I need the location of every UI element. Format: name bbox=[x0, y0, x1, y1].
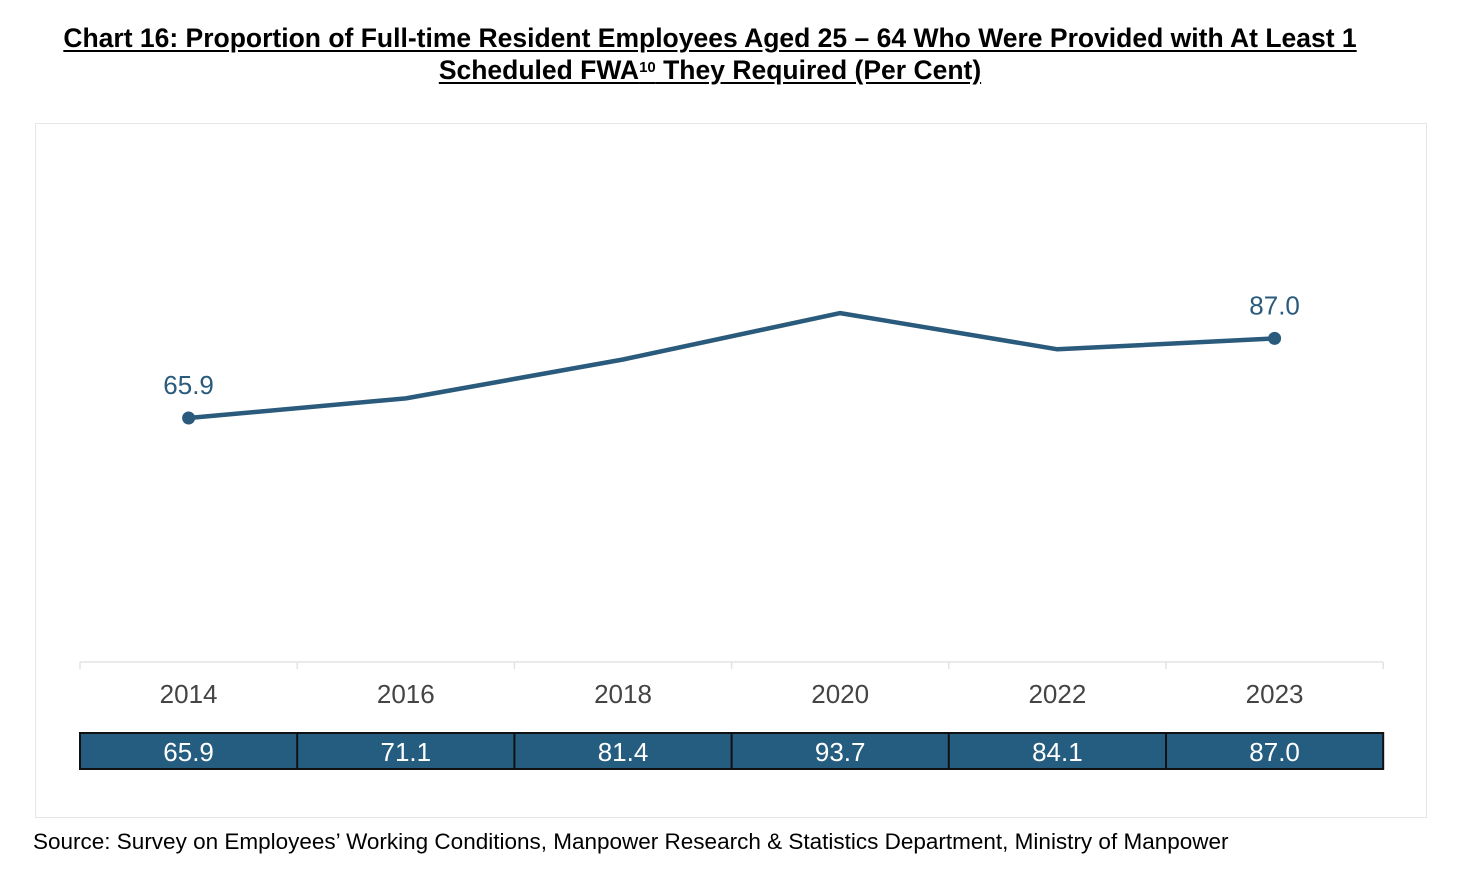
chart-title: Chart 16: Proportion of Full-time Reside… bbox=[0, 22, 1420, 86]
footnote-ref: 10 bbox=[639, 59, 656, 76]
chart-title-line-2a: Scheduled FWA bbox=[438, 55, 640, 85]
data-point-marker bbox=[1268, 331, 1282, 345]
data-table-cell: 71.1 bbox=[380, 737, 431, 767]
source-note: Source: Survey on Employees’ Working Con… bbox=[33, 829, 1229, 854]
data-table-cell: 87.0 bbox=[1249, 737, 1300, 767]
chart-title-line-2b: They Required (Per Cent) bbox=[655, 55, 982, 85]
x-tick-label: 2014 bbox=[160, 679, 218, 709]
data-table-cell: 81.4 bbox=[598, 737, 649, 767]
chart-title-line-1: Chart 16: Proportion of Full-time Reside… bbox=[63, 23, 1357, 53]
data-point-marker bbox=[182, 411, 196, 425]
x-tick-label: 2018 bbox=[594, 679, 652, 709]
data-table-cell: 84.1 bbox=[1032, 737, 1083, 767]
chart-area bbox=[35, 123, 1427, 818]
series-line bbox=[186, 310, 1277, 421]
x-tick-label: 2016 bbox=[377, 679, 435, 709]
x-tick-label: 2022 bbox=[1028, 679, 1086, 709]
data-label: 65.9 bbox=[163, 370, 214, 400]
data-label: 87.0 bbox=[1249, 290, 1300, 320]
x-tick-label: 2020 bbox=[811, 679, 869, 709]
data-table-cell: 93.7 bbox=[815, 737, 866, 767]
x-tick-label: 2023 bbox=[1246, 679, 1304, 709]
data-table-cell: 65.9 bbox=[163, 737, 214, 767]
